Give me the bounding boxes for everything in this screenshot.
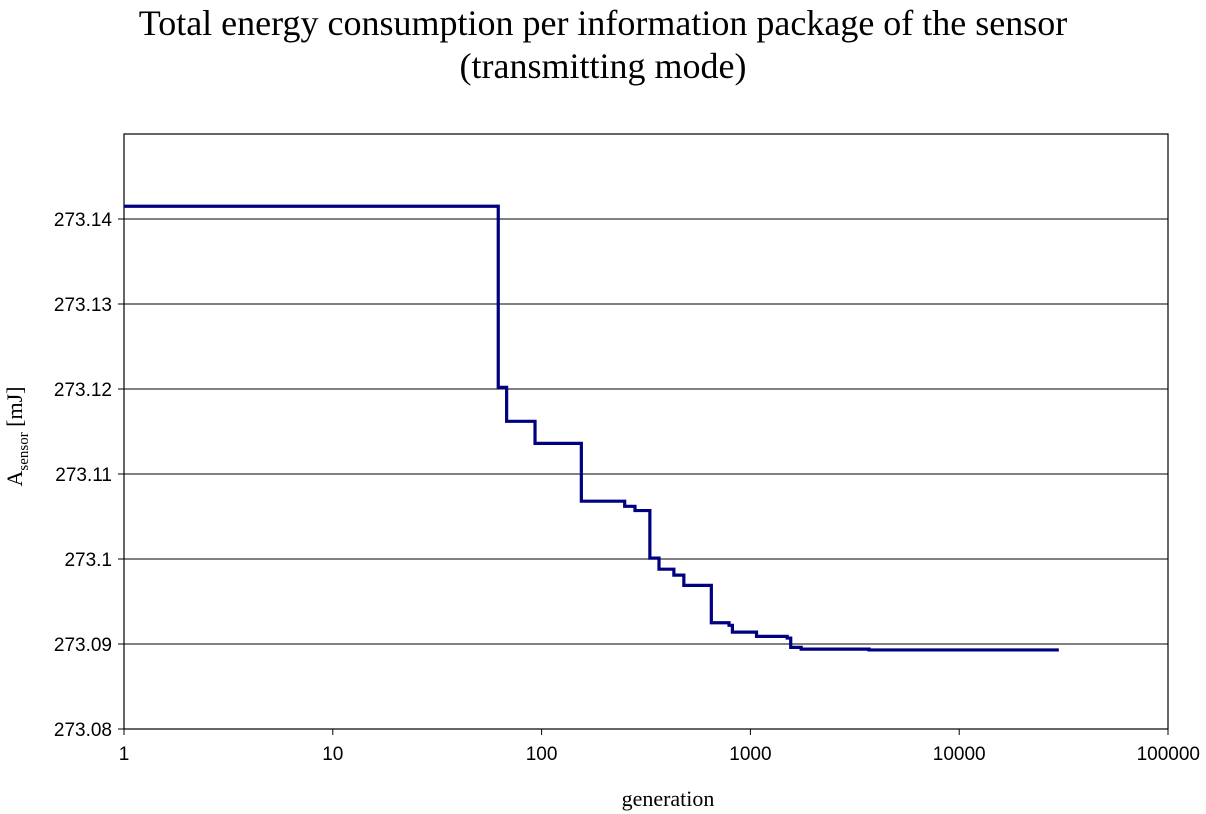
gridlines [124, 218, 1168, 645]
x-tick-label: 1 [119, 744, 130, 765]
y-axis-title-subscript: sensor [16, 432, 32, 470]
y-tick-label: 273.1 [64, 550, 112, 571]
chart-title: Total energy consumption per information… [138, 3, 1068, 43]
y-axis-title: Asensor [mJ] [2, 386, 32, 486]
y-axis-title-unit: [mJ] [2, 386, 27, 432]
x-tick-label: 100 [526, 744, 558, 765]
y-tick-label: 273.08 [54, 720, 112, 741]
x-axis-title: generation [622, 786, 715, 811]
x-axis: 1 10 100 1000 10000 100000 [119, 729, 1200, 765]
y-tick-label: 273.12 [54, 380, 112, 401]
x-tick-label: 1000 [729, 744, 771, 765]
chart-title-block: Total energy consumption per information… [0, 2, 1206, 88]
y-axis-title-main: A [2, 471, 27, 487]
plot-area [123, 133, 1169, 730]
series-line [124, 204, 1059, 652]
y-axis: 273.08 273.09 273.1 273.11 273.12 273.13 273.1… [54, 210, 124, 741]
y-tick-label: 273.11 [55, 465, 112, 486]
y-tick-label: 273.09 [54, 635, 112, 656]
x-tick-label: 10 [322, 744, 343, 765]
y-tick-label: 273.14 [54, 210, 113, 231]
chart-subtitle: (transmitting mode) [459, 46, 747, 86]
x-tick-label: 100000 [1137, 744, 1200, 765]
y-tick-label: 273.13 [54, 295, 112, 316]
x-tick-label: 10000 [933, 744, 986, 765]
